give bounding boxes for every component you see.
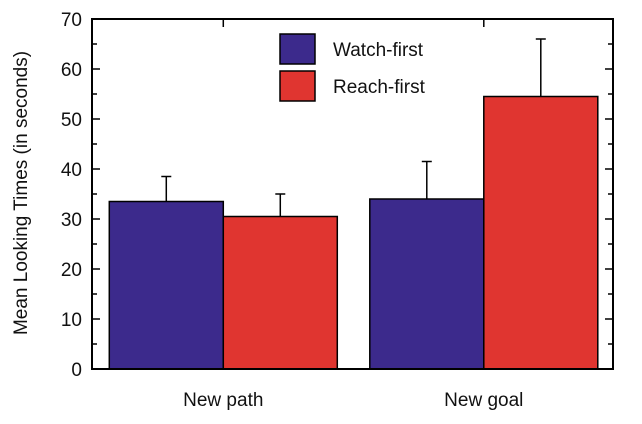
x-category-label: New goal <box>444 390 523 411</box>
bar <box>483 95 599 370</box>
bar <box>108 200 225 370</box>
y-tick-label: 10 <box>61 310 82 331</box>
x-axis-labels: New path New goal <box>183 19 523 411</box>
legend-label: Watch-first <box>333 40 424 61</box>
y-tick-label: 30 <box>61 210 82 231</box>
y-axis-ticks: 0 10 20 30 40 50 60 70 <box>61 10 613 381</box>
legend-swatch <box>279 70 316 102</box>
y-tick-label: 70 <box>61 10 82 31</box>
plot-frame <box>91 18 614 370</box>
bars <box>108 38 599 370</box>
y-axis-title: Mean Looking Times (in seconds) <box>11 51 32 335</box>
legend-swatch <box>279 33 316 65</box>
y-tick-label: 50 <box>61 110 82 131</box>
y-tick-label: 20 <box>61 260 82 281</box>
bar <box>222 215 339 370</box>
y-tick-label: 60 <box>61 60 82 81</box>
legend-label: Reach-first <box>333 77 426 98</box>
legend: Watch-first Reach-first <box>279 33 426 102</box>
y-tick-label: 0 <box>71 360 82 381</box>
bar <box>369 198 485 370</box>
y-tick-label: 40 <box>61 160 82 181</box>
x-category-label: New path <box>183 390 263 411</box>
